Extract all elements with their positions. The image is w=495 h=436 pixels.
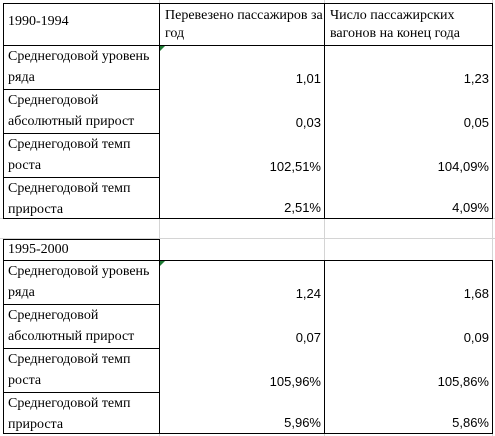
value-text: 1,68 — [463, 286, 489, 301]
value-cell[interactable]: 105,96% — [160, 371, 324, 392]
period-cell-2[interactable]: 1995-2000 — [3, 239, 160, 261]
row-label-text: Среднегодовой темп прироста — [8, 396, 131, 432]
value-cell[interactable]: 2,51% — [160, 197, 324, 218]
row-label-text: Среднегодовой абсолютный прирост — [8, 93, 135, 129]
value-cell[interactable]: 5,96% — [160, 412, 324, 433]
value-cell[interactable]: 4,09% — [325, 197, 492, 218]
value-text: 102,51% — [269, 159, 321, 174]
cell-indicator — [160, 46, 165, 51]
value-cell[interactable]: 1,24 — [160, 283, 324, 304]
period-label: 1990-1994 — [8, 14, 69, 29]
header-wagons-text: Число пассажирских вагонов на конец года — [330, 8, 460, 41]
value-text: 105,86% — [437, 374, 489, 389]
value-text: 4,09% — [452, 200, 489, 215]
value-cell[interactable]: 102,51% — [160, 156, 324, 177]
value-cell[interactable]: 105,86% — [325, 371, 492, 392]
value-text: 1,01 — [295, 71, 321, 86]
row-label-text: Среднегодовой абсолютный прирост — [8, 308, 135, 344]
value-cell[interactable]: 5,86% — [325, 412, 492, 433]
row-label-text: Среднегодовой темп роста — [8, 352, 131, 388]
cell-indicator — [160, 261, 165, 266]
row-label[interactable]: Среднегодовой темп прироста — [3, 177, 160, 219]
value-text: 0,03 — [295, 115, 321, 130]
border-frame — [324, 260, 493, 434]
period-cell-1[interactable]: 1990-1994 — [3, 3, 160, 46]
row-label[interactable]: Среднегодовой уровень ряда — [3, 45, 160, 90]
value-cell[interactable]: 0,09 — [325, 327, 492, 348]
value-text: 104,09% — [437, 159, 489, 174]
value-cell[interactable]: 0,07 — [160, 327, 324, 348]
row-label[interactable]: Среднегодовой темп прироста — [3, 392, 160, 434]
row-label[interactable]: Среднегодовой темп роста — [3, 133, 160, 178]
value-text: 1,24 — [295, 286, 321, 301]
row-label-text: Среднегодовой темп прироста — [8, 181, 131, 217]
value-cell[interactable]: 1,68 — [325, 283, 492, 304]
row-label[interactable]: Среднегодовой абсолютный прирост — [3, 304, 160, 349]
value-text: 5,86% — [452, 415, 489, 430]
row-label-text: Среднегодовой уровень ряда — [8, 264, 150, 300]
row-label[interactable]: Среднегодовой темп роста — [3, 348, 160, 393]
value-cell[interactable]: 0,05 — [325, 112, 492, 133]
value-cell[interactable]: 104,09% — [325, 156, 492, 177]
border-frame — [159, 260, 325, 434]
period-label: 1995-2000 — [8, 242, 69, 257]
header-passengers[interactable]: Перевезено пассажиров за год — [159, 3, 325, 46]
value-cell[interactable]: 0,03 — [160, 112, 324, 133]
value-text: 0,09 — [463, 330, 489, 345]
row-label[interactable]: Среднегодовой абсолютный прирост — [3, 89, 160, 134]
value-text: 0,05 — [463, 115, 489, 130]
row-label[interactable]: Среднегодовой уровень ряда — [3, 260, 160, 305]
value-text: 1,23 — [463, 71, 489, 86]
value-text: 105,96% — [269, 374, 321, 389]
value-cell[interactable]: 1,23 — [325, 68, 492, 89]
gridline — [0, 238, 495, 239]
header-wagons[interactable]: Число пассажирских вагонов на конец года — [324, 3, 493, 46]
value-text: 0,07 — [295, 330, 321, 345]
border-frame — [159, 45, 325, 219]
border-frame — [324, 45, 493, 219]
row-label-text: Среднегодовой уровень ряда — [8, 49, 150, 85]
row-label-text: Среднегодовой темп роста — [8, 137, 131, 173]
header-passengers-text: Перевезено пассажиров за год — [165, 8, 323, 41]
value-text: 5,96% — [284, 415, 321, 430]
value-text: 2,51% — [284, 200, 321, 215]
value-cell[interactable]: 1,01 — [160, 68, 324, 89]
